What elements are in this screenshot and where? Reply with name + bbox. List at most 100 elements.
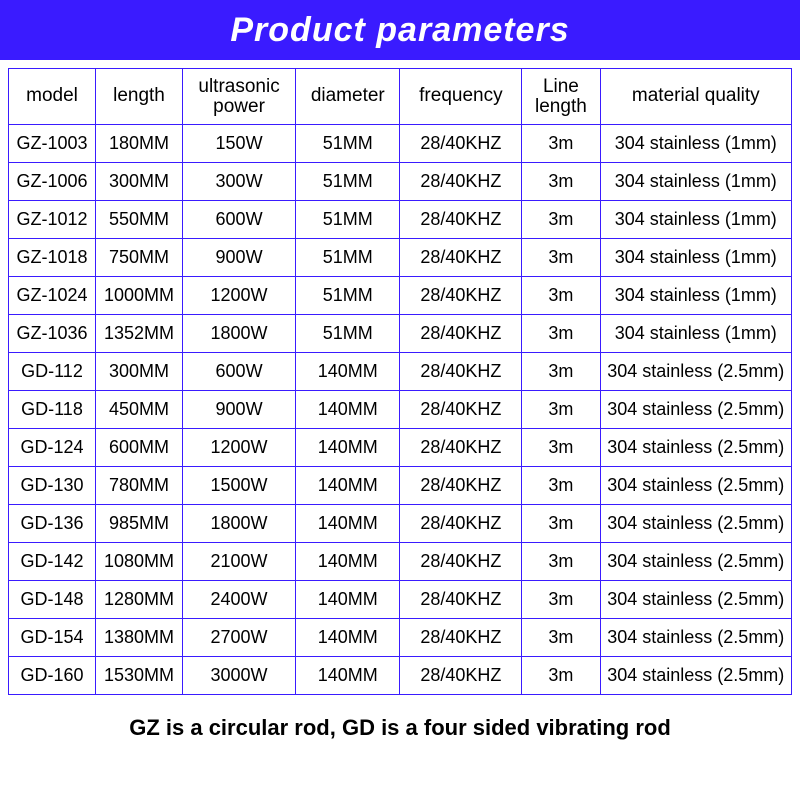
cell-diameter: 140MM [296,581,400,619]
cell-line_length: 3m [522,619,600,657]
cell-frequency: 28/40KHZ [400,163,522,201]
cell-power: 600W [183,201,296,239]
cell-frequency: 28/40KHZ [400,657,522,695]
table-row: GZ-1012550MM600W51MM28/40KHZ3m304 stainl… [9,201,792,239]
cell-material: 304 stainless (1mm) [600,315,791,353]
cell-diameter: 51MM [296,163,400,201]
cell-material: 304 stainless (1mm) [600,163,791,201]
cell-model: GZ-1006 [9,163,96,201]
cell-length: 1080MM [96,543,183,581]
cell-diameter: 140MM [296,467,400,505]
cell-length: 180MM [96,125,183,163]
cell-line_length: 3m [522,239,600,277]
cell-diameter: 140MM [296,429,400,467]
cell-frequency: 28/40KHZ [400,353,522,391]
cell-model: GZ-1024 [9,277,96,315]
table-row: GD-1421080MM2100W140MM28/40KHZ3m304 stai… [9,543,792,581]
table-row: GZ-1018750MM900W51MM28/40KHZ3m304 stainl… [9,239,792,277]
cell-frequency: 28/40KHZ [400,429,522,467]
cell-diameter: 51MM [296,277,400,315]
cell-line_length: 3m [522,315,600,353]
table-row: GD-124600MM1200W140MM28/40KHZ3m304 stain… [9,429,792,467]
col-header-power: ultrasonic power [183,69,296,125]
cell-line_length: 3m [522,201,600,239]
cell-frequency: 28/40KHZ [400,619,522,657]
cell-model: GD-142 [9,543,96,581]
cell-material: 304 stainless (1mm) [600,125,791,163]
page-title: Product parameters [230,11,569,50]
table-row: GD-1481280MM2400W140MM28/40KHZ3m304 stai… [9,581,792,619]
cell-power: 1800W [183,505,296,543]
cell-model: GZ-1036 [9,315,96,353]
cell-length: 300MM [96,163,183,201]
cell-frequency: 28/40KHZ [400,505,522,543]
cell-material: 304 stainless (2.5mm) [600,353,791,391]
cell-material: 304 stainless (2.5mm) [600,467,791,505]
cell-material: 304 stainless (2.5mm) [600,657,791,695]
cell-material: 304 stainless (2.5mm) [600,505,791,543]
cell-line_length: 3m [522,467,600,505]
cell-frequency: 28/40KHZ [400,467,522,505]
table-row: GD-112300MM600W140MM28/40KHZ3m304 stainl… [9,353,792,391]
cell-length: 600MM [96,429,183,467]
table-row: GD-1541380MM2700W140MM28/40KHZ3m304 stai… [9,619,792,657]
cell-diameter: 51MM [296,315,400,353]
cell-length: 780MM [96,467,183,505]
cell-diameter: 140MM [296,619,400,657]
cell-material: 304 stainless (1mm) [600,239,791,277]
cell-frequency: 28/40KHZ [400,315,522,353]
table-row: GD-130780MM1500W140MM28/40KHZ3m304 stain… [9,467,792,505]
table-body: GZ-1003180MM150W51MM28/40KHZ3m304 stainl… [9,125,792,695]
table-row: GD-118450MM900W140MM28/40KHZ3m304 stainl… [9,391,792,429]
table-row: GZ-10361352MM1800W51MM28/40KHZ3m304 stai… [9,315,792,353]
cell-power: 1800W [183,315,296,353]
cell-model: GD-136 [9,505,96,543]
cell-power: 600W [183,353,296,391]
col-header-frequency: frequency [400,69,522,125]
cell-line_length: 3m [522,391,600,429]
cell-model: GD-124 [9,429,96,467]
col-header-line_length: Line length [522,69,600,125]
cell-line_length: 3m [522,581,600,619]
cell-model: GD-118 [9,391,96,429]
cell-frequency: 28/40KHZ [400,581,522,619]
cell-material: 304 stainless (2.5mm) [600,619,791,657]
cell-diameter: 51MM [296,239,400,277]
cell-diameter: 140MM [296,353,400,391]
cell-length: 1530MM [96,657,183,695]
cell-power: 2100W [183,543,296,581]
table-header-row: modellengthultrasonic powerdiameterfrequ… [9,69,792,125]
cell-model: GD-112 [9,353,96,391]
cell-length: 1352MM [96,315,183,353]
cell-power: 1200W [183,277,296,315]
page-header: Product parameters [0,0,800,60]
cell-model: GD-154 [9,619,96,657]
col-header-length: length [96,69,183,125]
cell-length: 450MM [96,391,183,429]
cell-power: 2700W [183,619,296,657]
cell-length: 985MM [96,505,183,543]
cell-material: 304 stainless (2.5mm) [600,391,791,429]
cell-model: GZ-1018 [9,239,96,277]
cell-line_length: 3m [522,277,600,315]
cell-power: 150W [183,125,296,163]
cell-line_length: 3m [522,543,600,581]
table-row: GZ-10241000MM1200W51MM28/40KHZ3m304 stai… [9,277,792,315]
col-header-material: material quality [600,69,791,125]
cell-line_length: 3m [522,429,600,467]
cell-power: 1500W [183,467,296,505]
cell-model: GD-160 [9,657,96,695]
cell-model: GD-130 [9,467,96,505]
cell-model: GZ-1003 [9,125,96,163]
cell-diameter: 140MM [296,657,400,695]
cell-length: 550MM [96,201,183,239]
cell-line_length: 3m [522,353,600,391]
cell-frequency: 28/40KHZ [400,125,522,163]
cell-frequency: 28/40KHZ [400,239,522,277]
cell-length: 1380MM [96,619,183,657]
cell-length: 300MM [96,353,183,391]
cell-model: GZ-1012 [9,201,96,239]
cell-frequency: 28/40KHZ [400,391,522,429]
table-row: GD-136985MM1800W140MM28/40KHZ3m304 stain… [9,505,792,543]
cell-length: 1280MM [96,581,183,619]
